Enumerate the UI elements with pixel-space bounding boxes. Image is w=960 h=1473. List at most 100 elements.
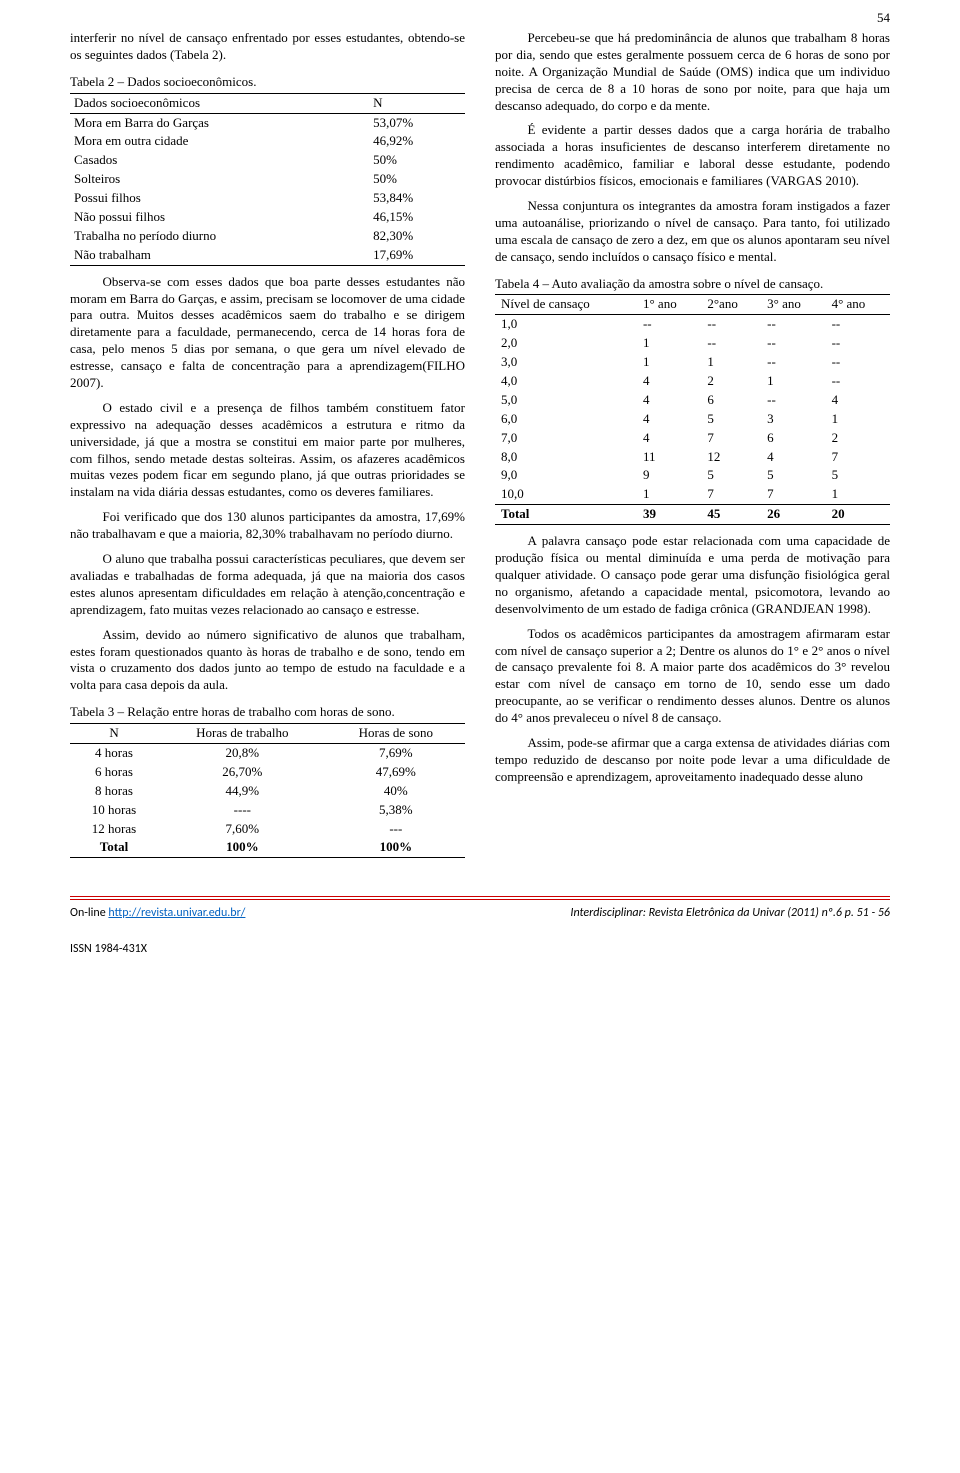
table-row: Não possui filhos46,15% (70, 208, 465, 227)
table-row: 4,0421-- (495, 372, 890, 391)
table-row: Solteiros50% (70, 170, 465, 189)
cell: 4,0 (495, 372, 637, 391)
cell: 5 (701, 410, 761, 429)
cell: -- (701, 315, 761, 334)
table-row: 8 horas44,9%40% (70, 782, 465, 801)
right-p2: É evidente a partir desses dados que a c… (495, 122, 890, 190)
left-p3: Foi verificado que dos 130 alunos partic… (70, 509, 465, 543)
cell: 5 (701, 466, 761, 485)
cell: 4 (637, 410, 701, 429)
footer-right: Interdisciplinar: Revista Eletrônica da … (570, 906, 890, 922)
cell: 1 (761, 372, 825, 391)
cell: 4 (637, 429, 701, 448)
cell: 7,69% (327, 743, 465, 762)
table4-h2: 2°ano (701, 295, 761, 315)
table-row: 10 horas----5,38% (70, 801, 465, 820)
issn: ISSN 1984-431X (70, 942, 890, 958)
table-row: Mora em Barra do Garças53,07% (70, 113, 465, 132)
cell: 4 (637, 372, 701, 391)
cell: Mora em outra cidade (70, 132, 369, 151)
table4: Nível de cansaço 1° ano 2°ano 3° ano 4° … (495, 294, 890, 525)
table-row: 1,0-------- (495, 315, 890, 334)
cell: 20,8% (158, 743, 327, 762)
cell: 6 (701, 391, 761, 410)
table-row: 12 horas7,60%--- (70, 820, 465, 839)
table-row: Trabalha no período diurno82,30% (70, 227, 465, 246)
table-row: 10,01771 (495, 485, 890, 504)
cell: 1 (637, 485, 701, 504)
table-row: 9,09555 (495, 466, 890, 485)
cell: 2 (701, 372, 761, 391)
cell: Possui filhos (70, 189, 369, 208)
table3-title: Tabela 3 – Relação entre horas de trabal… (70, 704, 465, 721)
table2-h0: Dados socioeconômicos (70, 93, 369, 113)
cell: 8 horas (70, 782, 158, 801)
cell: 39 (637, 505, 701, 525)
cell: 100% (158, 838, 327, 857)
footer-prefix: On-line (70, 906, 108, 920)
right-p6: Assim, pode-se afirmar que a carga exten… (495, 735, 890, 786)
cell: -- (826, 353, 890, 372)
table2: Dados socioeconômicos N Mora em Barra do… (70, 93, 465, 266)
cell: 9,0 (495, 466, 637, 485)
cell: 20 (826, 505, 890, 525)
cell: 3,0 (495, 353, 637, 372)
footer-left: On-line http://revista.univar.edu.br/ (70, 906, 245, 922)
cell: 1 (637, 334, 701, 353)
cell: 1 (701, 353, 761, 372)
cell: 26 (761, 505, 825, 525)
cell: 17,69% (369, 246, 465, 265)
table-row: 4 horas20,8%7,69% (70, 743, 465, 762)
cell: -- (826, 334, 890, 353)
cell: 50% (369, 170, 465, 189)
cell: ---- (158, 801, 327, 820)
cell: 46,92% (369, 132, 465, 151)
cell: 10,0 (495, 485, 637, 504)
cell: 1 (826, 485, 890, 504)
cell: -- (826, 315, 890, 334)
cell: 4 (826, 391, 890, 410)
cell: 100% (327, 838, 465, 857)
table-row: 3,011---- (495, 353, 890, 372)
cell: 9 (637, 466, 701, 485)
table-row: 2,01------ (495, 334, 890, 353)
table-row: 7,04762 (495, 429, 890, 448)
table2-h1: N (369, 93, 465, 113)
cell: 4 (637, 391, 701, 410)
cell: 5 (826, 466, 890, 485)
cell: Mora em Barra do Garças (70, 113, 369, 132)
cell: 1 (637, 353, 701, 372)
cell: 12 horas (70, 820, 158, 839)
cell: 11 (637, 448, 701, 467)
cell: 45 (701, 505, 761, 525)
cell: 2 (826, 429, 890, 448)
right-p4: A palavra cansaço pode estar relacionada… (495, 533, 890, 617)
cell: 7,60% (158, 820, 327, 839)
cell: 47,69% (327, 763, 465, 782)
footer-link[interactable]: http://revista.univar.edu.br/ (108, 906, 245, 920)
table-row: Total100%100% (70, 838, 465, 857)
cell: 8,0 (495, 448, 637, 467)
table4-title: Tabela 4 – Auto avaliação da amostra sob… (495, 276, 890, 293)
cell: 6 (761, 429, 825, 448)
table4-h0: Nível de cansaço (495, 295, 637, 315)
table3-h2: Horas de sono (327, 724, 465, 744)
right-p3: Nessa conjuntura os integrantes da amost… (495, 198, 890, 266)
table4-h1: 1° ano (637, 295, 701, 315)
right-p5: Todos os acadêmicos participantes da amo… (495, 626, 890, 727)
cell: 1 (826, 410, 890, 429)
table-row: 6 horas26,70%47,69% (70, 763, 465, 782)
cell: 7 (761, 485, 825, 504)
left-p5: Assim, devido ao número significativo de… (70, 627, 465, 695)
table-row: 5,046--4 (495, 391, 890, 410)
cell: 7 (701, 485, 761, 504)
table3: N Horas de trabalho Horas de sono 4 hora… (70, 723, 465, 858)
left-p2: O estado civil e a presença de filhos ta… (70, 400, 465, 501)
cell: Trabalha no período diurno (70, 227, 369, 246)
cell: 4 (761, 448, 825, 467)
cell: --- (327, 820, 465, 839)
cell: Total (70, 838, 158, 857)
right-p1: Percebeu-se que há predominância de alun… (495, 30, 890, 114)
table3-header-row: N Horas de trabalho Horas de sono (70, 724, 465, 744)
table4-h4: 4° ano (826, 295, 890, 315)
